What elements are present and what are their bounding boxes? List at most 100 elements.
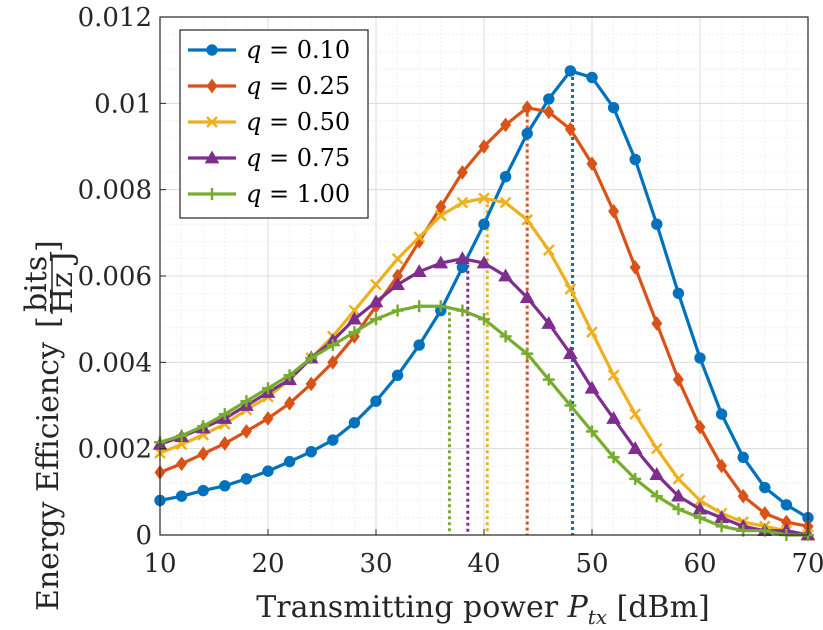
data-point: [478, 139, 490, 154]
data-point: [629, 472, 642, 485]
data-point: [391, 252, 404, 265]
marker-stroke: [521, 213, 534, 226]
data-point: [390, 277, 405, 291]
data-point: [629, 408, 642, 421]
data-point: [305, 352, 318, 365]
data-point: [219, 436, 231, 451]
data-point: [780, 499, 793, 511]
data-point: [219, 480, 231, 492]
data-point: [327, 434, 339, 446]
data-point: [455, 251, 470, 265]
x-axis-label: Transmitting power Ptx [dBm]: [256, 590, 710, 629]
data-point: [563, 346, 578, 360]
x-axis-label-main: Transmitting power: [256, 590, 567, 625]
legend-marker: [206, 116, 218, 128]
data-point: [197, 446, 209, 462]
data-point: [737, 451, 749, 463]
data-point: [411, 264, 427, 278]
data-point: [435, 199, 447, 215]
data-point: [283, 369, 296, 382]
data-point: [672, 372, 684, 387]
data-point: [327, 355, 339, 370]
data-point: [370, 278, 382, 291]
data-point: [759, 506, 771, 521]
marker-stroke: [694, 494, 706, 507]
data-point: [521, 347, 534, 360]
data-point: [433, 255, 449, 269]
data-point: [564, 399, 577, 412]
legend-label: q = 0.50: [246, 108, 350, 136]
marker-stroke: [370, 278, 382, 291]
marker-stroke: [434, 209, 447, 222]
data-point: [176, 456, 188, 472]
data-point: [737, 488, 749, 504]
y-axis-label-main: Energy Efficiency: [31, 342, 66, 611]
data-point: [759, 481, 771, 494]
data-point: [478, 218, 490, 230]
legend-label-q: q: [246, 108, 261, 136]
data-point: [240, 395, 253, 408]
legend-label-q: q: [246, 144, 261, 172]
data-point: [542, 373, 555, 386]
y-tick-label: 0.008: [78, 176, 152, 206]
data-point: [218, 408, 231, 421]
data-point: [564, 65, 577, 77]
data-point: [694, 419, 706, 435]
data-point: [348, 417, 361, 429]
data-point: [542, 244, 555, 256]
data-point: [607, 101, 620, 114]
data-point: [283, 455, 296, 468]
data-point: [521, 100, 533, 115]
data-point: [197, 420, 210, 433]
data-point: [262, 465, 274, 477]
x-tick-label: 70: [791, 549, 823, 579]
data-point: [348, 304, 361, 317]
data-point: [694, 511, 706, 524]
data-point: [391, 369, 404, 381]
data-point: [671, 488, 686, 502]
y-tick-label: 0.01: [94, 89, 152, 119]
data-point: [456, 165, 468, 180]
data-point: [499, 196, 512, 209]
data-point: [694, 494, 706, 507]
legend-label-value: = 0.75: [261, 144, 350, 172]
data-point: [564, 121, 576, 137]
data-point: [541, 315, 557, 329]
data-point: [716, 458, 728, 474]
data-point: [197, 484, 209, 497]
legend-label: q = 0.25: [246, 72, 350, 100]
peak-markers: [447, 70, 575, 535]
marker-stroke: [348, 304, 361, 317]
marker-stroke: [206, 116, 218, 128]
legend-label-q: q: [246, 72, 261, 100]
x-axis-label-var: P: [567, 590, 589, 625]
data-point: [498, 268, 513, 282]
data-point: [262, 382, 274, 395]
legend-item: q = 0.10: [188, 36, 350, 64]
data-point: [543, 93, 555, 105]
marker-stroke: [391, 252, 404, 265]
data-point: [586, 156, 598, 172]
data-point: [478, 192, 490, 205]
data-point: [413, 231, 426, 244]
data-point: [391, 304, 404, 317]
legend-label: q = 1.00: [246, 180, 350, 208]
data-point: [629, 153, 641, 166]
data-point: [348, 326, 361, 339]
y-axis-label-bracket-left: [: [31, 316, 66, 328]
legend-label-q: q: [246, 36, 261, 64]
data-point: [606, 410, 621, 424]
marker-stroke: [542, 244, 555, 256]
y-axis-label-unit-den: Hz J: [45, 250, 80, 314]
y-axis-label-unit-num: bits: [19, 256, 54, 312]
y-tick-label: 0: [135, 521, 152, 551]
data-point: [715, 520, 728, 533]
data-point: [543, 104, 555, 120]
data-point: [456, 304, 469, 317]
data-point: [347, 311, 362, 325]
x-tick-label: 50: [575, 549, 608, 579]
data-point: [413, 339, 425, 351]
marker-stroke: [564, 283, 577, 295]
marker-stroke: [456, 196, 469, 209]
